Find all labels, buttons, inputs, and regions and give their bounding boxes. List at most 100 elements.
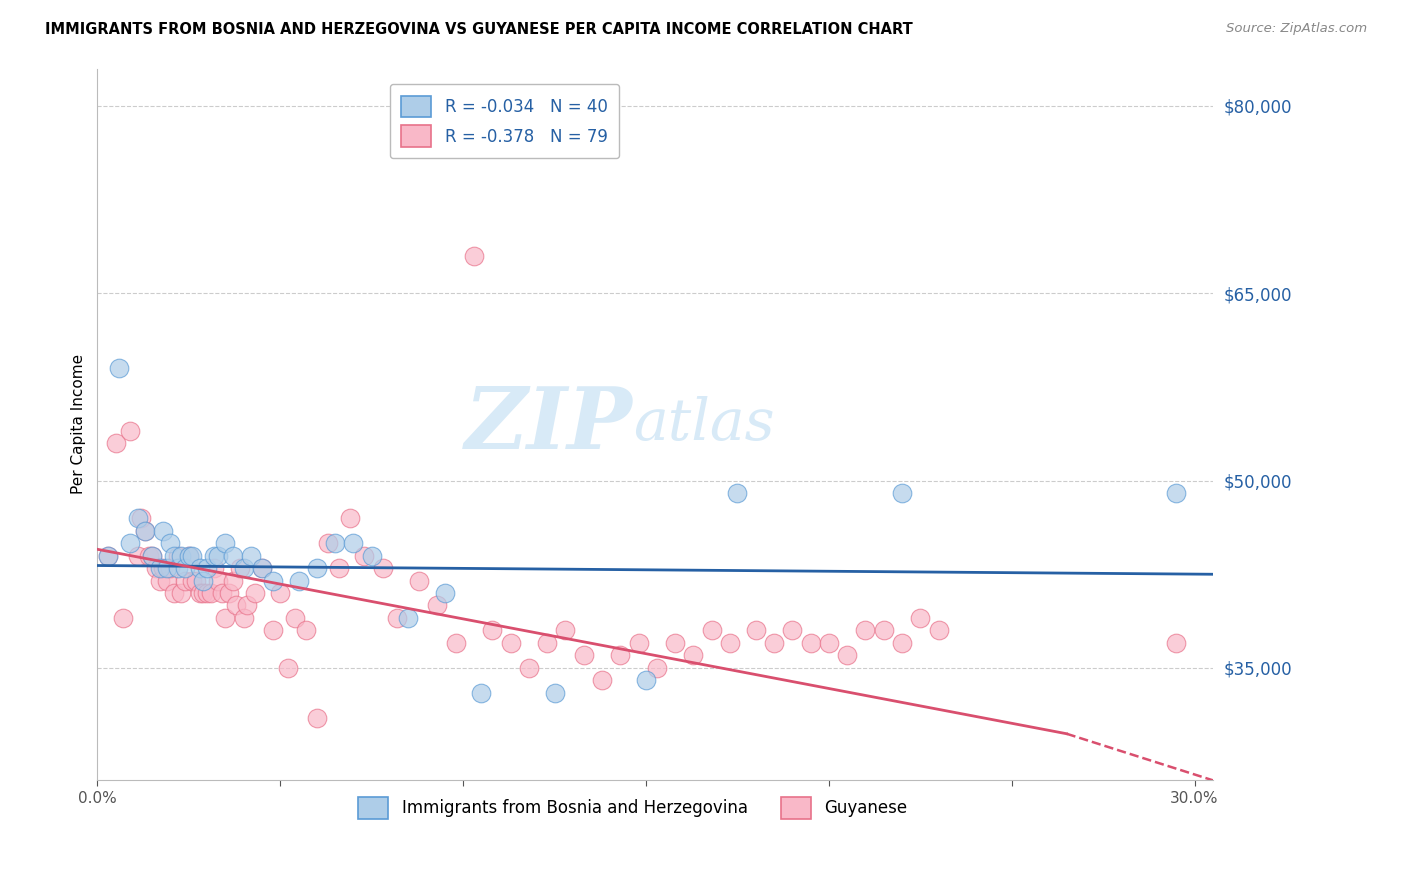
Point: [141, 549, 163, 563]
Point: [835, 648, 858, 663]
Point: [170, 586, 193, 600]
Point: [855, 624, 877, 638]
Point: [339, 511, 361, 525]
Point: [193, 574, 215, 588]
Point: [225, 599, 247, 613]
Point: [744, 624, 766, 638]
Point: [97, 549, 120, 563]
Point: [156, 561, 179, 575]
Point: [444, 636, 467, 650]
Point: [221, 574, 243, 588]
Point: [221, 549, 243, 563]
Point: [277, 661, 299, 675]
Point: [177, 549, 200, 563]
Point: [284, 611, 307, 625]
Point: [873, 624, 896, 638]
Point: [181, 574, 204, 588]
Point: [232, 611, 254, 625]
Point: [645, 661, 668, 675]
Point: [250, 561, 273, 575]
Point: [718, 636, 741, 650]
Point: [891, 636, 914, 650]
Point: [108, 361, 131, 376]
Point: [202, 561, 225, 575]
Point: [323, 536, 346, 550]
Point: [269, 586, 291, 600]
Point: [104, 436, 127, 450]
Point: [682, 648, 704, 663]
Point: [195, 586, 218, 600]
Point: [127, 511, 149, 525]
Point: [664, 636, 686, 650]
Point: [762, 636, 785, 650]
Point: [145, 561, 167, 575]
Y-axis label: Per Capita Income: Per Capita Income: [72, 354, 86, 494]
Point: [262, 624, 284, 638]
Point: [433, 586, 456, 600]
Text: atlas: atlas: [633, 396, 775, 452]
Point: [214, 611, 236, 625]
Point: [148, 561, 170, 575]
Point: [141, 549, 163, 563]
Point: [138, 549, 160, 563]
Point: [360, 549, 382, 563]
Point: [207, 549, 229, 563]
Point: [353, 549, 375, 563]
Point: [181, 549, 204, 563]
Point: [243, 586, 266, 600]
Point: [891, 486, 914, 500]
Point: [159, 536, 181, 550]
Point: [156, 574, 179, 588]
Point: [152, 561, 174, 575]
Point: [134, 524, 156, 538]
Text: ZIP: ZIP: [465, 383, 633, 467]
Point: [148, 574, 170, 588]
Point: [554, 624, 576, 638]
Point: [499, 636, 522, 650]
Point: [202, 549, 225, 563]
Point: [481, 624, 503, 638]
Point: [170, 549, 193, 563]
Point: [543, 686, 565, 700]
Point: [120, 424, 142, 438]
Point: [152, 524, 174, 538]
Point: [572, 648, 595, 663]
Legend: Immigrants from Bosnia and Herzegovina, Guyanese: Immigrants from Bosnia and Herzegovina, …: [352, 790, 914, 825]
Point: [387, 611, 409, 625]
Point: [517, 661, 540, 675]
Point: [634, 673, 657, 688]
Point: [195, 561, 218, 575]
Point: [591, 673, 613, 688]
Point: [174, 561, 197, 575]
Point: [463, 249, 485, 263]
Point: [120, 536, 142, 550]
Point: [163, 549, 186, 563]
Point: [239, 549, 262, 563]
Point: [127, 549, 149, 563]
Point: [163, 586, 186, 600]
Point: [184, 574, 207, 588]
Point: [799, 636, 821, 650]
Point: [134, 524, 156, 538]
Point: [218, 586, 240, 600]
Point: [1166, 636, 1188, 650]
Point: [910, 611, 932, 625]
Point: [166, 561, 188, 575]
Point: [396, 611, 419, 625]
Point: [250, 561, 273, 575]
Point: [188, 561, 211, 575]
Point: [725, 486, 748, 500]
Point: [229, 561, 252, 575]
Point: [1166, 486, 1188, 500]
Point: [470, 686, 492, 700]
Point: [342, 536, 364, 550]
Point: [408, 574, 430, 588]
Point: [207, 574, 229, 588]
Point: [159, 561, 181, 575]
Point: [287, 574, 309, 588]
Point: [97, 549, 120, 563]
Text: Source: ZipAtlas.com: Source: ZipAtlas.com: [1226, 22, 1367, 36]
Point: [928, 624, 950, 638]
Point: [193, 586, 215, 600]
Point: [214, 536, 236, 550]
